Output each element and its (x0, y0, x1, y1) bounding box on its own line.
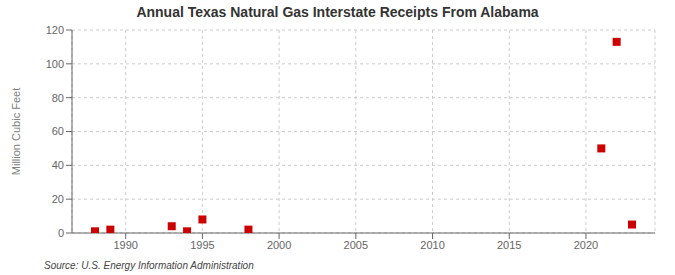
svg-text:2020: 2020 (574, 239, 598, 251)
svg-text:40: 40 (52, 159, 64, 171)
svg-text:2010: 2010 (420, 239, 444, 251)
svg-text:100: 100 (46, 58, 64, 70)
svg-text:80: 80 (52, 92, 64, 104)
svg-text:2015: 2015 (497, 239, 521, 251)
svg-text:20: 20 (52, 193, 64, 205)
html-text:Annual Texas Natural Gas Inter: Annual Texas Natural Gas Interstate Rece… (136, 4, 539, 20)
svg-text:Million Cubic Feet: Million Cubic Feet (10, 88, 22, 175)
svg-text:1995: 1995 (190, 239, 214, 251)
svg-text:120: 120 (46, 24, 64, 36)
html-text:Source: U.S. Energy Informatio: Source: U.S. Energy Information Administ… (44, 260, 254, 271)
svg-text:60: 60 (52, 125, 64, 137)
svg-text:0: 0 (58, 227, 64, 239)
svg-text:2005: 2005 (344, 239, 368, 251)
svg-text:1990: 1990 (113, 239, 137, 251)
svg-text:2000: 2000 (267, 239, 291, 251)
